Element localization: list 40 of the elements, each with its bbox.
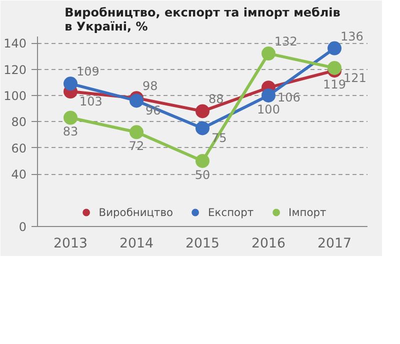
data-label: 83 bbox=[62, 124, 78, 139]
data-label: 121 bbox=[344, 70, 366, 85]
x-tick-label: 2017 bbox=[318, 236, 352, 252]
point bbox=[196, 104, 210, 118]
data-label: 50 bbox=[194, 168, 210, 182]
point bbox=[196, 154, 210, 168]
y-tick-label: 60 bbox=[11, 141, 27, 156]
legend-label: Експорт bbox=[208, 206, 254, 218]
x-tick-label: 2016 bbox=[252, 236, 286, 252]
y-tick-label: 0 bbox=[18, 220, 27, 234]
data-label: 132 bbox=[274, 34, 298, 49]
point bbox=[196, 121, 210, 136]
data-label: 119 bbox=[323, 78, 346, 92]
point bbox=[262, 46, 276, 61]
data-label: 98 bbox=[142, 79, 158, 94]
point bbox=[130, 94, 144, 108]
data-label: 109 bbox=[76, 64, 100, 79]
y-tick-label: 40 bbox=[11, 168, 27, 182]
data-label: 72 bbox=[128, 139, 144, 154]
y-tick-label: 80 bbox=[11, 115, 27, 130]
x-tick-label: 2015 bbox=[186, 236, 220, 252]
y-tick-label: 140 bbox=[4, 36, 26, 51]
point bbox=[64, 110, 78, 125]
point bbox=[262, 88, 276, 102]
y-tick-label: 120 bbox=[4, 62, 26, 77]
legend-label: Виробництво bbox=[98, 206, 174, 218]
data-label: 103 bbox=[80, 94, 102, 109]
point bbox=[64, 76, 78, 91]
point bbox=[328, 60, 342, 75]
data-label: 100 bbox=[257, 102, 280, 116]
x-tick-label: 2014 bbox=[120, 236, 154, 252]
data-label: 88 bbox=[208, 92, 224, 106]
data-label: 106 bbox=[278, 90, 300, 105]
chart-title: Виробництво, експорт та імпорт меблів в Україні, % bbox=[64, 6, 341, 34]
data-label: 136 bbox=[340, 29, 364, 44]
y-tick-label: 100 bbox=[4, 88, 26, 103]
x-tick-label: 2013 bbox=[54, 236, 88, 252]
point bbox=[130, 125, 144, 140]
legend-label: Імпорт bbox=[288, 206, 326, 218]
point bbox=[328, 41, 342, 56]
